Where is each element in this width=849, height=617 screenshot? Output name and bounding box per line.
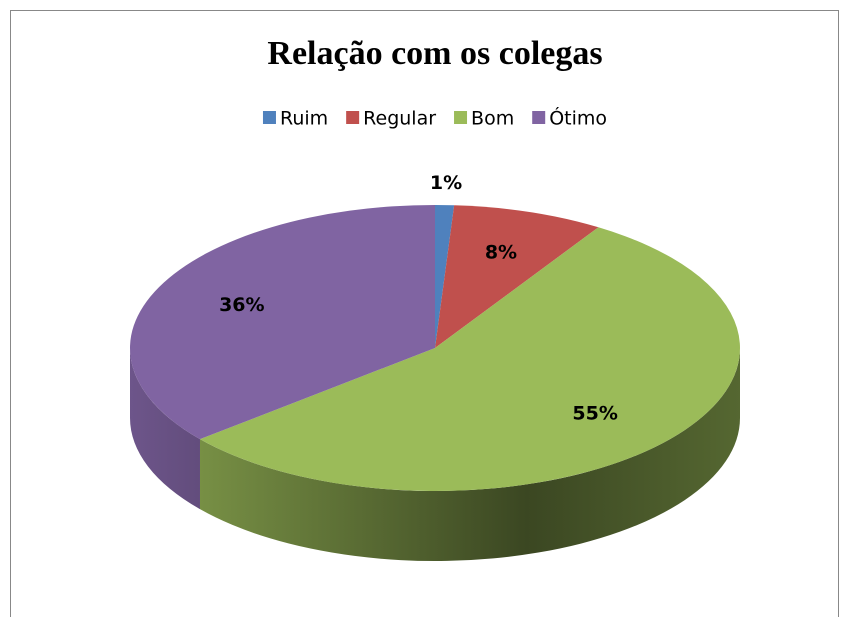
legend-swatch [346, 111, 360, 124]
data-label: 1% [430, 172, 462, 194]
data-label: 36% [219, 294, 264, 316]
legend-swatch [454, 111, 468, 124]
slice-side [130, 348, 200, 510]
legend-swatch [262, 111, 276, 124]
slice [435, 205, 599, 348]
legend-label: Regular [363, 108, 436, 130]
slice [435, 205, 455, 348]
chart-title: Relação com os colegas [267, 35, 602, 72]
slice-side [199, 348, 740, 561]
legend-swatch [532, 111, 546, 124]
data-label: 8% [485, 241, 517, 263]
legend-label: Bom [471, 108, 514, 130]
legend-label: Ótimo [549, 106, 607, 130]
legend-label: Ruim [280, 108, 328, 130]
slice [199, 227, 740, 491]
slice [129, 205, 435, 440]
data-label: 55% [572, 403, 617, 425]
